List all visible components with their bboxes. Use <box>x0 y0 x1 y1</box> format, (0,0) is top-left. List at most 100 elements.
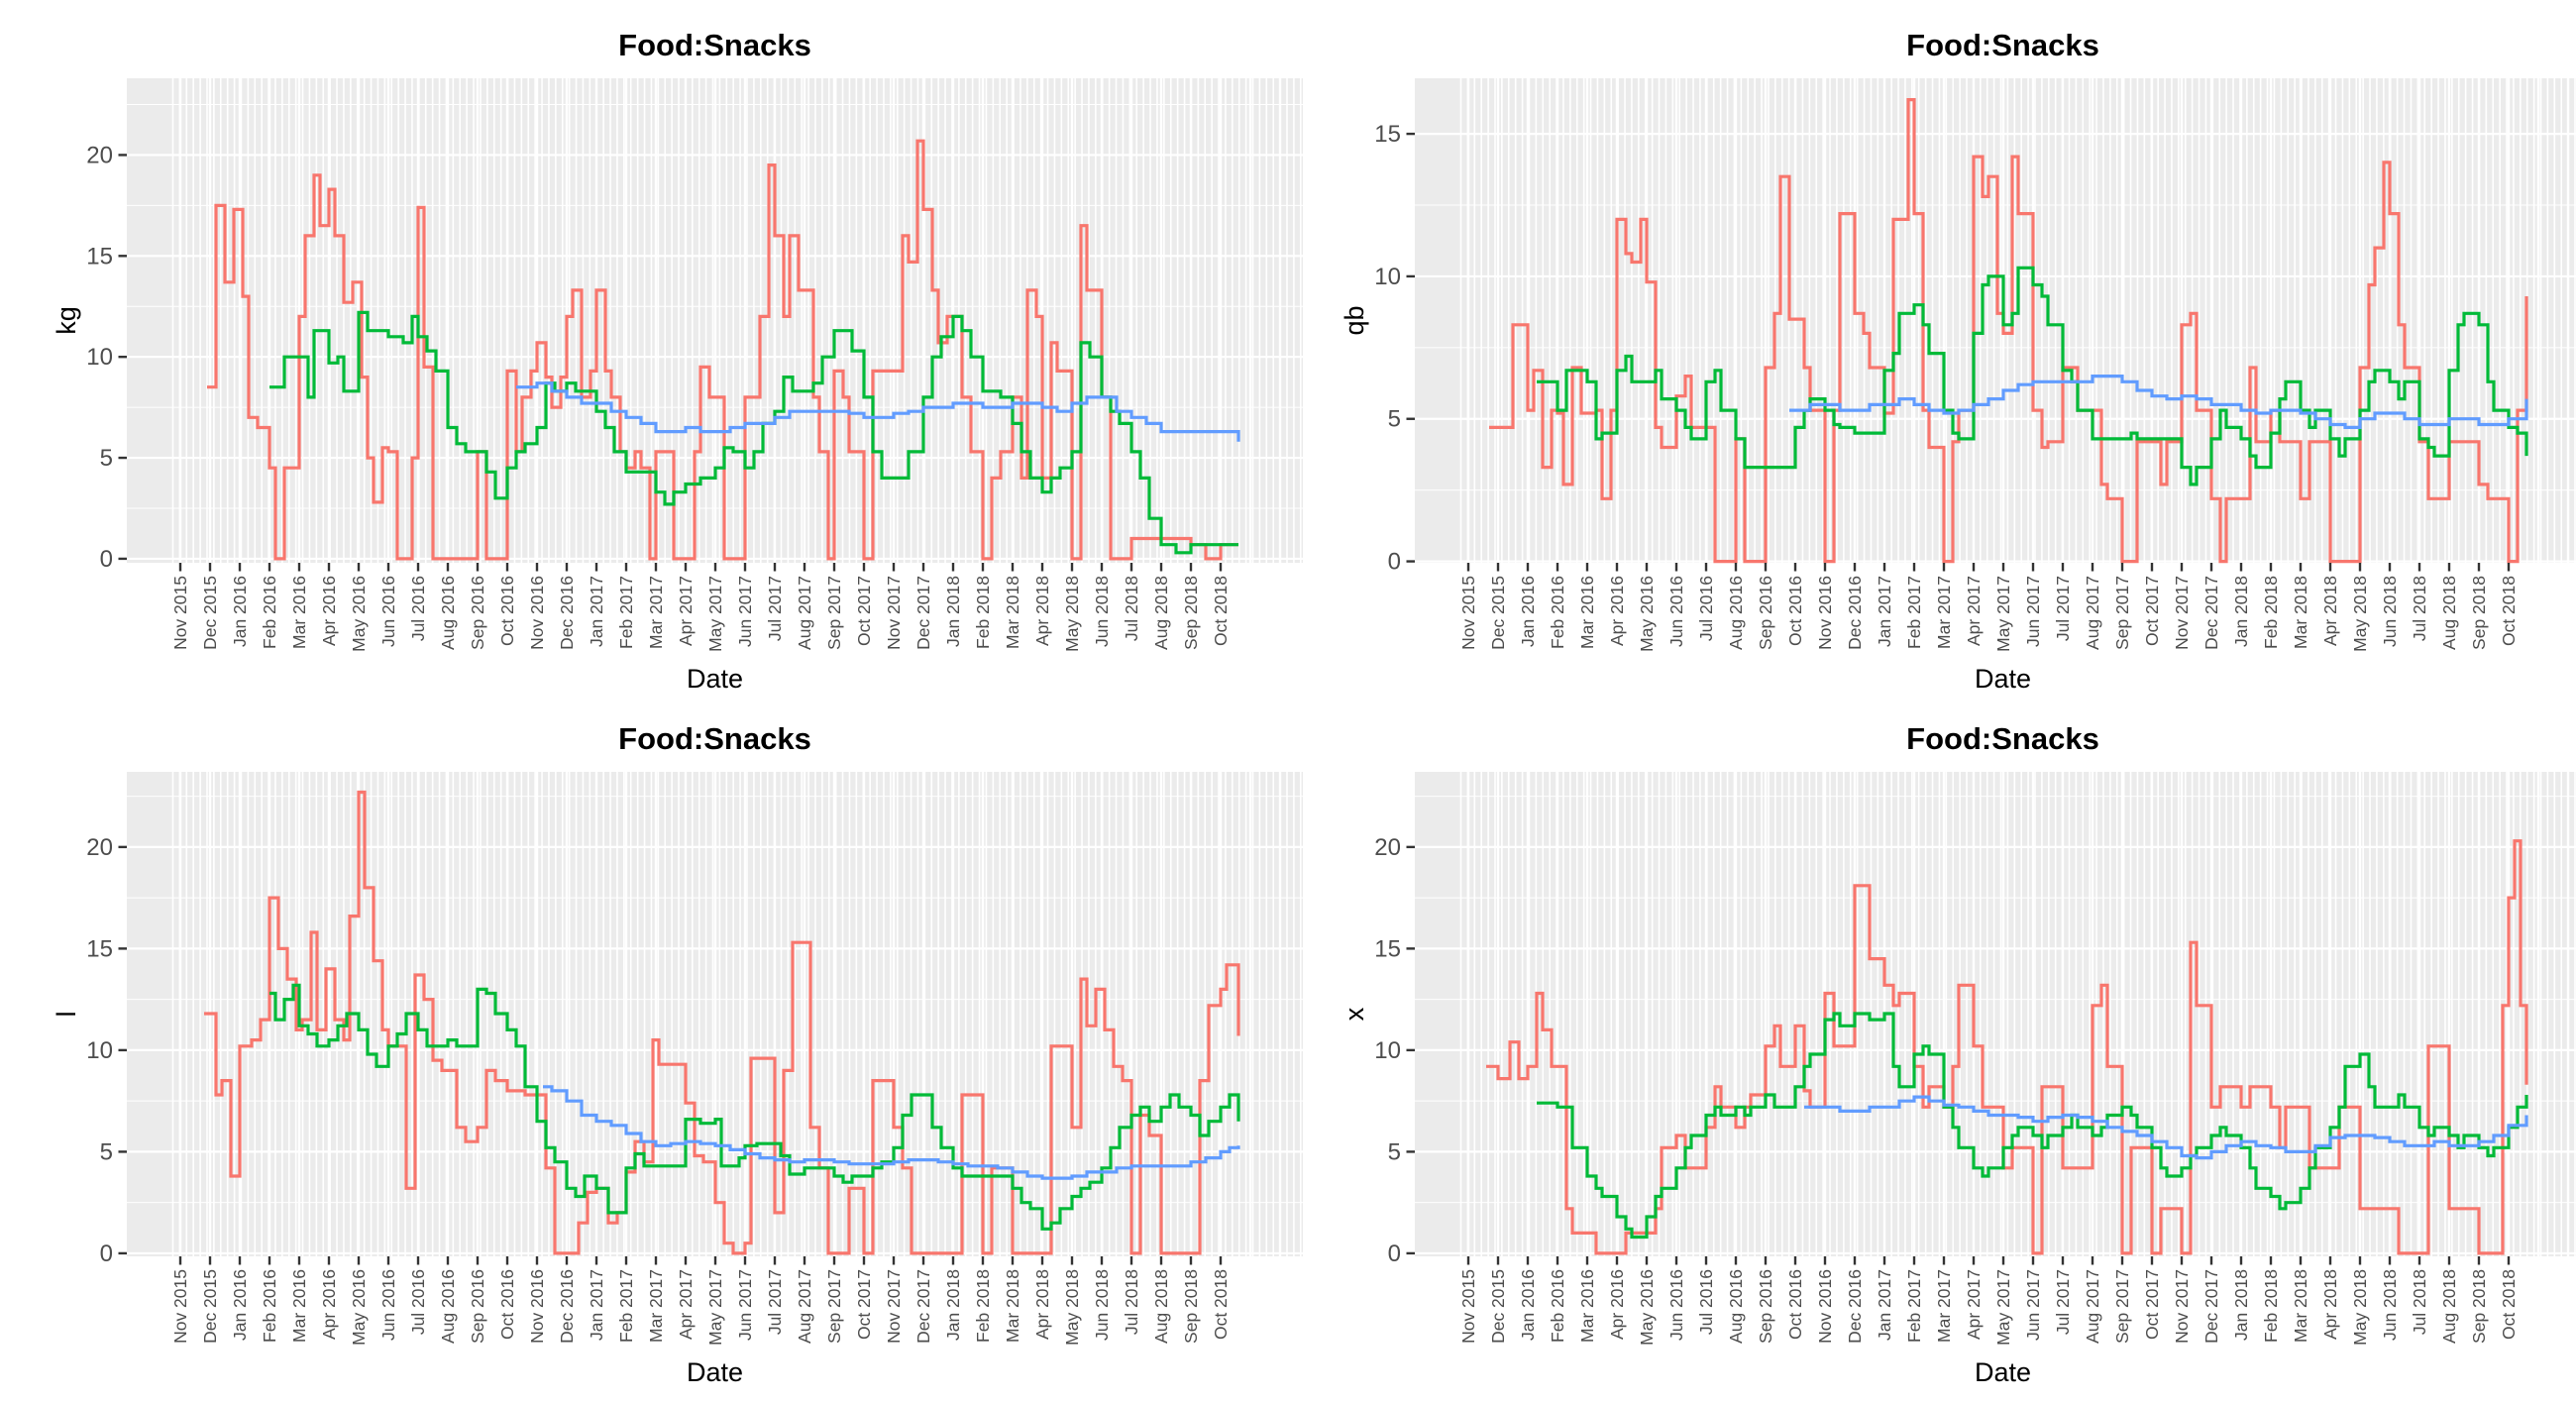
x-tick-label: Jun 2018 <box>2380 576 2400 647</box>
y-tick-label: 5 <box>1388 406 1401 433</box>
x-tick-label: Oct 2017 <box>2142 1269 2162 1340</box>
x-tick-label: Feb 2017 <box>1904 1269 1924 1343</box>
chart-title: Food:Snacks <box>1906 721 2099 756</box>
x-tick-label: Aug 2018 <box>1151 1269 1171 1344</box>
x-tick-label: Dec 2016 <box>557 1269 577 1344</box>
y-axis-title: l <box>52 1012 81 1018</box>
x-tick-label: Mar 2016 <box>289 576 309 649</box>
x-tick-label: Dec 2017 <box>2201 1269 2221 1344</box>
x-tick-label: Jul 2018 <box>2410 576 2429 641</box>
x-tick-label: Apr 2016 <box>319 1269 339 1340</box>
chart-title: Food:Snacks <box>618 721 811 756</box>
y-tick-label: 20 <box>1374 834 1401 861</box>
x-tick-label: Aug 2018 <box>2439 1269 2459 1344</box>
chart-canvas-qb: Nov 2015 Dec 2015 Jan 2016 Feb 2016 Mar 2016… <box>1340 28 2576 694</box>
x-tick-label: Sep 2018 <box>2469 1269 2489 1344</box>
x-tick-label: Dec 2016 <box>557 576 577 650</box>
x-tick-label: Dec 2017 <box>913 1269 933 1344</box>
x-tick-label: Nov 2015 <box>1458 576 1478 650</box>
x-tick-label: Feb 2017 <box>1904 576 1924 649</box>
x-tick-label: May 2016 <box>349 576 369 652</box>
chart-title: Food:Snacks <box>618 28 811 62</box>
x-tick-label: Sep 2017 <box>824 1269 844 1344</box>
x-tick-label: Mar 2016 <box>289 1269 309 1343</box>
x-tick-label: Dec 2015 <box>200 1269 220 1344</box>
x-tick-label: Feb 2018 <box>2261 576 2281 649</box>
y-tick-label: 0 <box>100 546 113 573</box>
x-tick-label: Jun 2016 <box>1666 1269 1686 1341</box>
x-tick-label: Jun 2016 <box>378 1269 398 1341</box>
x-tick-label: Nov 2017 <box>2172 1269 2192 1344</box>
gridlines <box>1415 772 2576 1256</box>
x-tick-label: Jul 2016 <box>1696 1269 1716 1335</box>
y-tick-label: 10 <box>86 1037 113 1064</box>
y-axis-title: kg <box>52 306 81 335</box>
x-tick-label: Apr 2016 <box>319 576 339 646</box>
chart-title: Food:Snacks <box>1906 28 2099 62</box>
x-tick-label: Oct 2018 <box>1211 576 1231 646</box>
x-tick-label: Jul 2017 <box>2053 1269 2073 1335</box>
x-tick-label: May 2018 <box>1062 1269 1082 1346</box>
y-tick-label: 0 <box>1388 1241 1401 1267</box>
x-tick-label: Jul 2017 <box>765 576 785 641</box>
x-tick-label: Jul 2017 <box>765 1269 785 1335</box>
x-tick-label: Sep 2018 <box>2469 576 2489 650</box>
x-tick-label: Jan 2018 <box>943 1269 963 1341</box>
y-tick-label: 5 <box>1388 1138 1401 1165</box>
x-tick-label: Jun 2018 <box>1092 1269 1112 1341</box>
axes: Nov 2015 Dec 2015 Jan 2016 Feb 2016 Mar 2016… <box>1374 834 2519 1346</box>
x-tick-label: Sep 2018 <box>1181 576 1201 650</box>
series-blue-line <box>516 381 1240 442</box>
y-tick-label: 0 <box>1388 549 1401 576</box>
x-tick-label: Feb 2018 <box>2261 1269 2281 1343</box>
x-tick-label: Dec 2016 <box>1845 1269 1865 1344</box>
x-tick-label: May 2018 <box>2350 576 2370 652</box>
x-tick-label: Sep 2016 <box>468 1269 487 1344</box>
x-tick-label: Jul 2016 <box>408 1269 428 1335</box>
x-tick-label: Oct 2017 <box>854 576 874 646</box>
x-tick-label: Aug 2017 <box>2083 576 2102 650</box>
axes: Nov 2015 Dec 2015 Jan 2016 Feb 2016 Mar 2016… <box>1374 121 2519 652</box>
x-tick-label: Aug 2016 <box>1726 1269 1746 1344</box>
x-tick-label: Nov 2015 <box>170 576 190 650</box>
x-tick-label: Nov 2015 <box>1458 1269 1478 1344</box>
x-tick-label: Jan 2018 <box>2231 576 2251 647</box>
x-axis-title: Date <box>1975 1357 2031 1387</box>
x-tick-label: Apr 2018 <box>2320 576 2340 646</box>
x-tick-label: Oct 2018 <box>2499 576 2519 646</box>
y-tick-label: 5 <box>100 445 113 472</box>
x-tick-label: Feb 2016 <box>1548 1269 1567 1343</box>
x-tick-label: May 2017 <box>705 576 725 652</box>
x-tick-label: May 2017 <box>1993 1269 2013 1346</box>
x-axis-title: Date <box>1975 664 2031 694</box>
x-tick-label: Sep 2017 <box>2112 1269 2132 1344</box>
series-green-line <box>269 983 1240 1231</box>
x-tick-label: Feb 2016 <box>1548 576 1567 649</box>
x-tick-label: Jun 2018 <box>2380 1269 2400 1341</box>
x-tick-label: May 2016 <box>1637 576 1657 652</box>
x-tick-label: Mar 2018 <box>1003 576 1022 649</box>
chart-canvas-kg: Nov 2015 Dec 2015 Jan 2016 Feb 2016 Mar 2016… <box>52 28 1303 694</box>
x-tick-label: Sep 2016 <box>1756 1269 1775 1344</box>
x-tick-label: Jun 2017 <box>735 1269 755 1341</box>
x-tick-label: Mar 2017 <box>1934 1269 1954 1343</box>
x-tick-label: May 2018 <box>2350 1269 2370 1346</box>
x-tick-label: May 2017 <box>705 1269 725 1346</box>
x-tick-label: Jan 2016 <box>230 576 250 647</box>
gridlines <box>1415 78 2576 563</box>
plot-panel <box>1415 78 2576 563</box>
series-green-line <box>1537 1012 2528 1240</box>
x-tick-label: Jun 2017 <box>735 576 755 647</box>
x-tick-label: Aug 2016 <box>438 1269 458 1344</box>
x-tick-label: Mar 2018 <box>2291 576 2310 649</box>
y-tick-label: 10 <box>86 344 113 371</box>
x-tick-label: May 2017 <box>1993 576 2013 652</box>
y-axis-title: qb <box>1340 305 1369 335</box>
x-tick-label: May 2016 <box>349 1269 369 1346</box>
x-tick-label: Jun 2016 <box>378 576 398 647</box>
x-tick-label: Nov 2017 <box>884 576 904 650</box>
series-blue-line <box>543 1085 1240 1180</box>
x-tick-label: Sep 2017 <box>2112 576 2132 650</box>
x-tick-label: Sep 2018 <box>1181 1269 1201 1344</box>
x-tick-label: Mar 2018 <box>1003 1269 1022 1343</box>
